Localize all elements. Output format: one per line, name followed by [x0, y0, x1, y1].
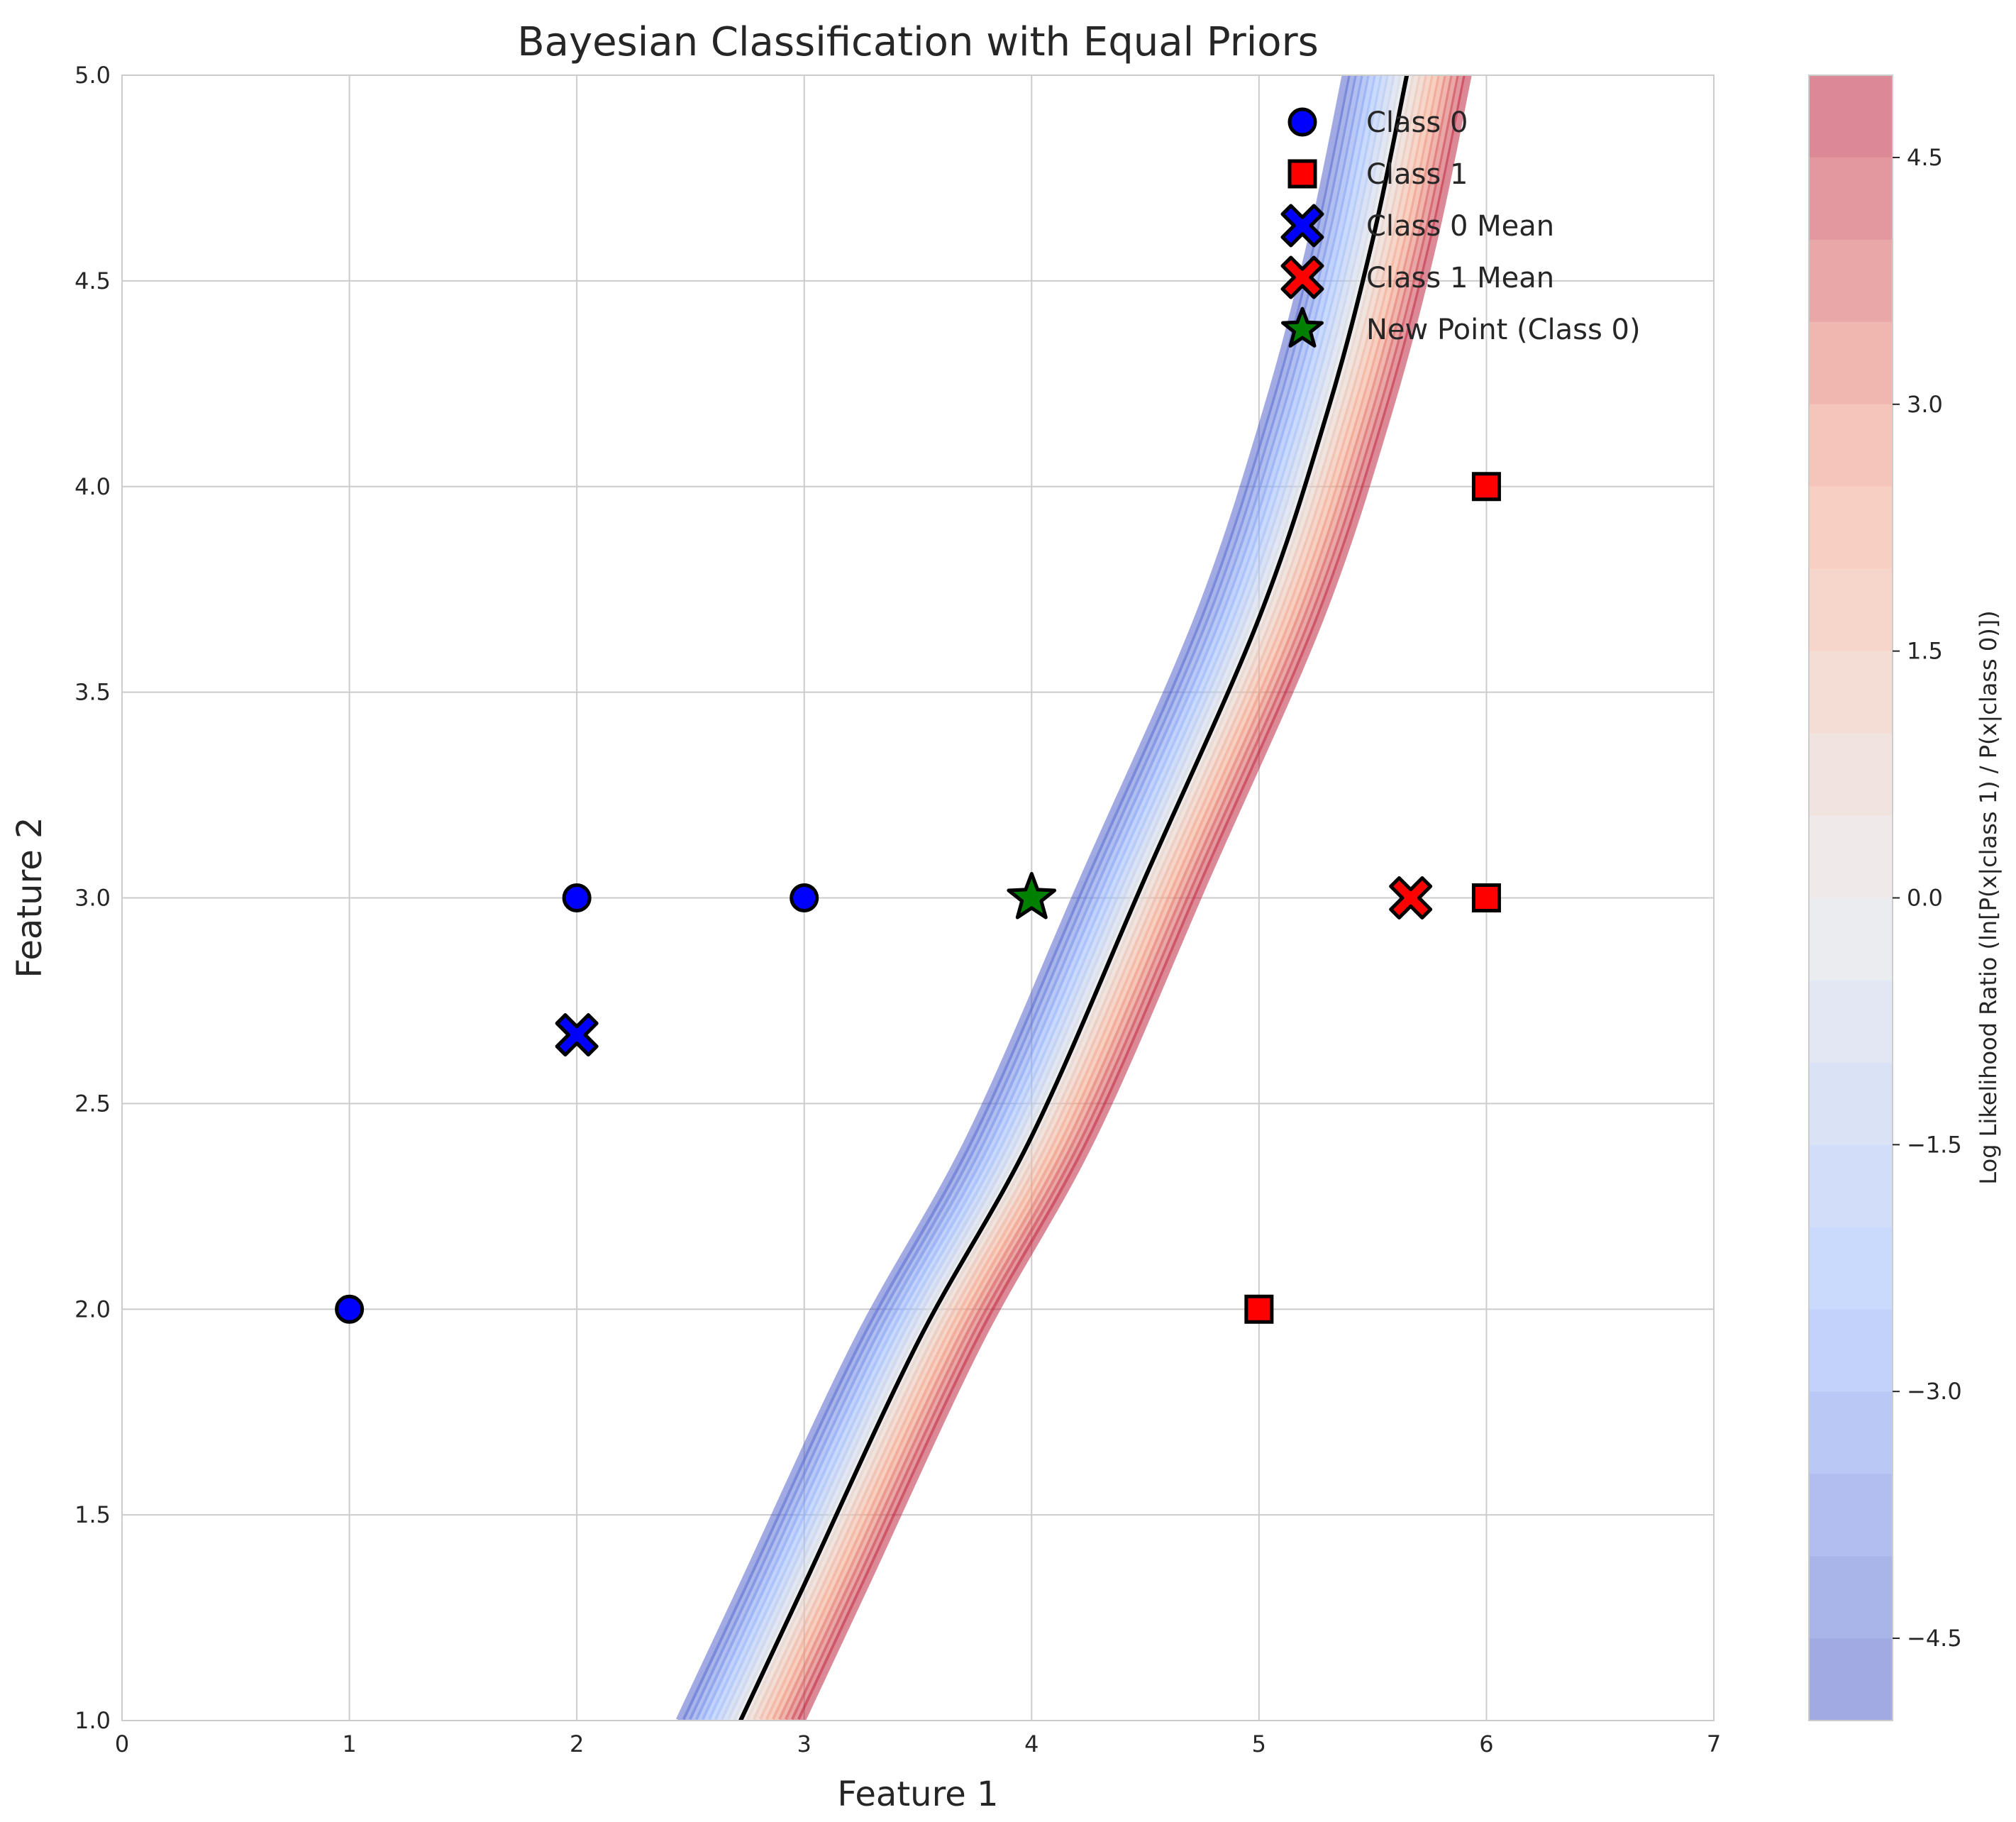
contour-level-4	[702, 75, 1376, 1721]
point-0-1	[562, 883, 592, 912]
contour-level-13	[759, 75, 1434, 1721]
colorbar-level-5	[1809, 1227, 1893, 1310]
colorbar-tick-label: 1.5	[1907, 638, 1943, 665]
colorbar-level-3	[1809, 1391, 1893, 1474]
point-0-0	[335, 1294, 365, 1324]
decision-boundary	[738, 75, 1409, 1721]
legend-marker-0	[1287, 107, 1317, 137]
contour-level-19	[797, 75, 1472, 1721]
contour-level-6	[714, 75, 1389, 1721]
colorbar-level-7	[1809, 1062, 1893, 1145]
colorbar-level-17	[1809, 239, 1893, 322]
colorbar-level-10	[1809, 815, 1893, 898]
data-points	[335, 472, 1501, 1324]
colorbar-tick-label: −1.5	[1907, 1131, 1962, 1158]
colorbar-tick-label: −3.0	[1907, 1378, 1962, 1405]
contour-level-12	[753, 75, 1427, 1721]
x-tick-label: 7	[1707, 1730, 1721, 1757]
point-1-2	[1471, 472, 1501, 502]
colorbar-level-6	[1809, 1144, 1893, 1227]
legend-marker-1	[1287, 159, 1317, 189]
legend-marker-3	[1280, 255, 1324, 299]
contour-level-18	[791, 75, 1466, 1721]
point-2-0	[555, 1013, 599, 1057]
y-tick-label: 4.5	[74, 267, 111, 294]
colorbar-level-16	[1809, 321, 1893, 404]
y-tick-label: 4.0	[74, 473, 111, 500]
colorbar-level-14	[1809, 486, 1893, 569]
legend-marker-2	[1280, 204, 1324, 248]
y-tick-label: 2.5	[74, 1090, 111, 1117]
colorbar-level-11	[1809, 733, 1893, 816]
colorbar-tick-label: 4.5	[1907, 144, 1943, 171]
y-tick-label: 1.5	[74, 1501, 111, 1528]
colorbar-level-9	[1809, 898, 1893, 981]
x-tick-label: 3	[797, 1730, 812, 1757]
y-tick-labels: 1.0 1.5 2.0 2.5 3.0 3.5 4.0 4.5 5.0	[74, 62, 111, 1734]
y-tick-label: 3.0	[74, 885, 111, 912]
point-0-2	[790, 883, 819, 912]
legend-label-1: Class 1	[1366, 158, 1468, 191]
contour-level-16	[778, 75, 1453, 1721]
colorbar-tick-label: 0.0	[1907, 885, 1943, 912]
legend-marker-4	[1281, 307, 1324, 348]
y-axis-label: Feature 2	[10, 817, 50, 978]
x-axis-label: Feature 1	[837, 1774, 998, 1814]
contour-level-5	[708, 75, 1383, 1721]
colorbar-level-1	[1809, 1556, 1893, 1639]
contour-level-8	[727, 75, 1402, 1721]
legend-label-2: Class 0 Mean	[1366, 210, 1554, 243]
x-tick-label: 1	[342, 1730, 356, 1757]
legend-label-4: New Point (Class 0)	[1366, 314, 1641, 346]
colorbar-level-4	[1809, 1309, 1893, 1392]
contour-level-17	[785, 75, 1459, 1721]
y-tick-label: 3.5	[74, 679, 111, 706]
legend-label-3: Class 1 Mean	[1366, 262, 1554, 294]
x-tick-labels: 0 1 2 3 4 5 6 7	[115, 1730, 1721, 1757]
x-tick-label: 0	[115, 1730, 129, 1757]
contour-level-9	[733, 75, 1408, 1721]
x-tick-label: 2	[570, 1730, 584, 1757]
colorbar-tick-label: −4.5	[1907, 1625, 1962, 1652]
point-3-0	[1389, 876, 1433, 920]
contour-level-11	[746, 75, 1421, 1721]
y-tick-label: 5.0	[74, 62, 111, 89]
point-1-0	[1244, 1294, 1274, 1324]
colorbar-level-12	[1809, 651, 1893, 734]
contour-level-10	[740, 75, 1414, 1721]
colorbar-level-13	[1809, 568, 1893, 651]
colorbar-label: Log Likelihood Ratio (ln[P(x|class 1) / …	[1975, 610, 2002, 1184]
colorbar-tick-label: 3.0	[1907, 391, 1943, 418]
colorbar-level-0	[1809, 1638, 1893, 1721]
contour-level-3	[695, 75, 1370, 1721]
chart-title: Bayesian Classification with Equal Prior…	[517, 19, 1319, 65]
y-tick-label: 2.0	[74, 1296, 111, 1323]
colorbar-level-19	[1809, 75, 1893, 158]
colorbar-level-15	[1809, 404, 1893, 487]
point-4-0	[1007, 872, 1057, 920]
colorbar-level-8	[1809, 980, 1893, 1063]
contour-level-14	[765, 75, 1440, 1721]
colorbar: −4.5 −3.0 −1.5 0.0 1.5 3.0 4.5	[1808, 74, 1962, 1721]
legend-label-0: Class 0	[1366, 106, 1468, 139]
plot-frame	[121, 74, 1715, 1721]
colorbar-level-2	[1809, 1474, 1893, 1557]
x-tick-label: 6	[1479, 1730, 1493, 1757]
x-tick-label: 5	[1252, 1730, 1266, 1757]
x-tick-label: 4	[1024, 1730, 1039, 1757]
point-1-1	[1471, 883, 1501, 912]
contour-level-7	[721, 75, 1395, 1721]
contour-level-15	[772, 75, 1446, 1721]
colorbar-level-18	[1809, 157, 1893, 240]
y-tick-label: 1.0	[74, 1707, 111, 1734]
legend: Class 0 Class 1 Class 0 Mean Class 1 Mean Ne…	[1280, 106, 1641, 348]
contour-level-0	[676, 75, 1351, 1721]
